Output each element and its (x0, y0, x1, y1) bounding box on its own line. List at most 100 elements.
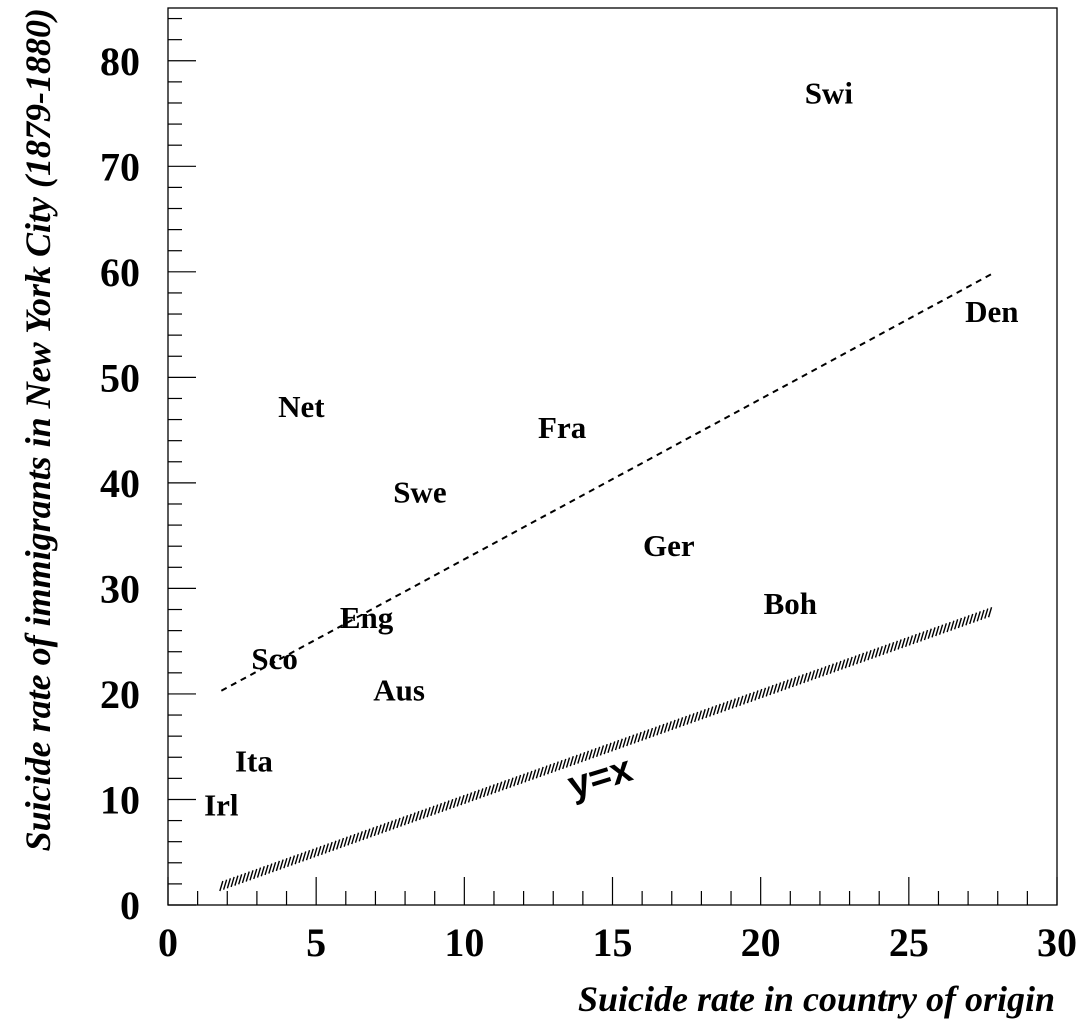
hatch-mark (520, 773, 525, 784)
hatch-mark (773, 683, 778, 694)
hatch-mark (886, 643, 891, 654)
hatch-mark (305, 849, 311, 861)
hatch-mark (249, 870, 254, 881)
hatch-mark (294, 853, 299, 865)
hatch-mark (935, 625, 940, 637)
hatch-mark (878, 645, 883, 657)
hatch-mark (731, 698, 736, 709)
hatch-mark (486, 785, 492, 796)
hatch-mark (332, 840, 337, 851)
hatch-mark (471, 790, 476, 802)
hatch-mark (901, 637, 906, 649)
hatch-mark (980, 609, 985, 621)
hatch-mark (984, 608, 989, 619)
y-tick-label: 80 (100, 39, 140, 84)
point-label-sco: Sco (251, 641, 298, 676)
hatch-mark (430, 805, 435, 817)
y-tick-label: 70 (100, 144, 140, 189)
hatch-mark (238, 874, 243, 885)
hatch-mark (573, 754, 578, 766)
hatch-mark (972, 612, 978, 623)
hatch-mark (475, 789, 480, 800)
hatch-mark (660, 723, 665, 735)
hatch-mark (222, 879, 228, 890)
hatch-mark (791, 676, 797, 688)
hatch-mark (614, 739, 620, 751)
hatch-mark (882, 644, 887, 656)
point-label-eng: Eng (340, 600, 394, 635)
hatch-mark (313, 847, 318, 858)
hatch-mark (452, 797, 458, 809)
point-label-den: Den (965, 294, 1018, 329)
hatch-mark (482, 786, 488, 798)
hatch-mark (411, 812, 416, 823)
hatch-mark (528, 770, 533, 782)
hatch-mark (324, 843, 330, 854)
hatch-mark (584, 750, 590, 762)
hatch-mark (788, 678, 793, 689)
hatch-mark (565, 757, 571, 768)
hatch-mark (577, 753, 582, 764)
hatch-mark (505, 778, 510, 790)
hatch-mark (219, 880, 224, 892)
hatch-mark (825, 664, 831, 676)
y-tick-label: 10 (100, 777, 140, 822)
hatch-mark (422, 808, 427, 819)
hatch-mark (904, 636, 910, 647)
hatch-mark (807, 671, 812, 682)
hatch-mark (720, 702, 725, 713)
hatch-mark (727, 699, 733, 711)
hatch-mark (810, 670, 816, 681)
hatch-mark (739, 695, 744, 707)
hatch-mark (920, 631, 925, 642)
hatch-mark (852, 655, 857, 666)
hatch-mark (803, 672, 808, 684)
hatch-mark (275, 860, 281, 872)
country-labels: Swi Den Net Fra Swe Ger Boh Eng Sco Aus Ita Irl (204, 75, 1018, 822)
hatch-mark (776, 682, 782, 693)
x-tick-label: 15 (593, 920, 633, 965)
point-label-irl: Irl (204, 788, 239, 823)
hatch-mark (607, 742, 612, 753)
hatch-mark (245, 871, 250, 882)
hatch-mark (558, 760, 563, 771)
hatch-mark (780, 680, 785, 692)
y-tick-label: 50 (100, 355, 140, 400)
hatch-mark (893, 640, 899, 652)
hatch-mark (769, 684, 774, 696)
hatch-mark (987, 607, 993, 618)
hatch-mark (829, 663, 834, 674)
x-tick-label: 25 (889, 920, 929, 965)
hatch-mark (479, 788, 484, 799)
x-tick-label: 30 (1037, 920, 1077, 965)
hatch-mark (449, 798, 454, 810)
hatch-mark (622, 737, 627, 748)
hatch-mark (814, 668, 819, 680)
reference-lines (219, 273, 993, 892)
hatch-mark (855, 654, 861, 665)
hatch-mark (362, 829, 367, 841)
hatch-mark (241, 872, 247, 884)
hatch-mark (618, 738, 623, 749)
y-tick-label: 30 (100, 566, 140, 611)
hatch-mark (351, 833, 356, 845)
hatch-mark (260, 866, 265, 877)
hatch-mark (392, 819, 397, 830)
hatch-mark (354, 832, 360, 843)
y-tick-label: 20 (100, 672, 140, 717)
hatch-mark (302, 851, 307, 862)
hatch-mark (256, 867, 262, 878)
fit-line-dashed (220, 273, 993, 692)
hatch-mark (871, 648, 876, 660)
hatch-mark (286, 856, 292, 868)
hatch-mark (724, 700, 729, 712)
hatch-mark (833, 662, 838, 673)
hatch-mark (716, 703, 721, 715)
x-tick-label: 5 (306, 920, 326, 965)
hatch-mark (569, 756, 574, 767)
hatch-mark (347, 835, 352, 846)
hatch-mark (550, 762, 556, 774)
hatch-mark (965, 615, 970, 626)
